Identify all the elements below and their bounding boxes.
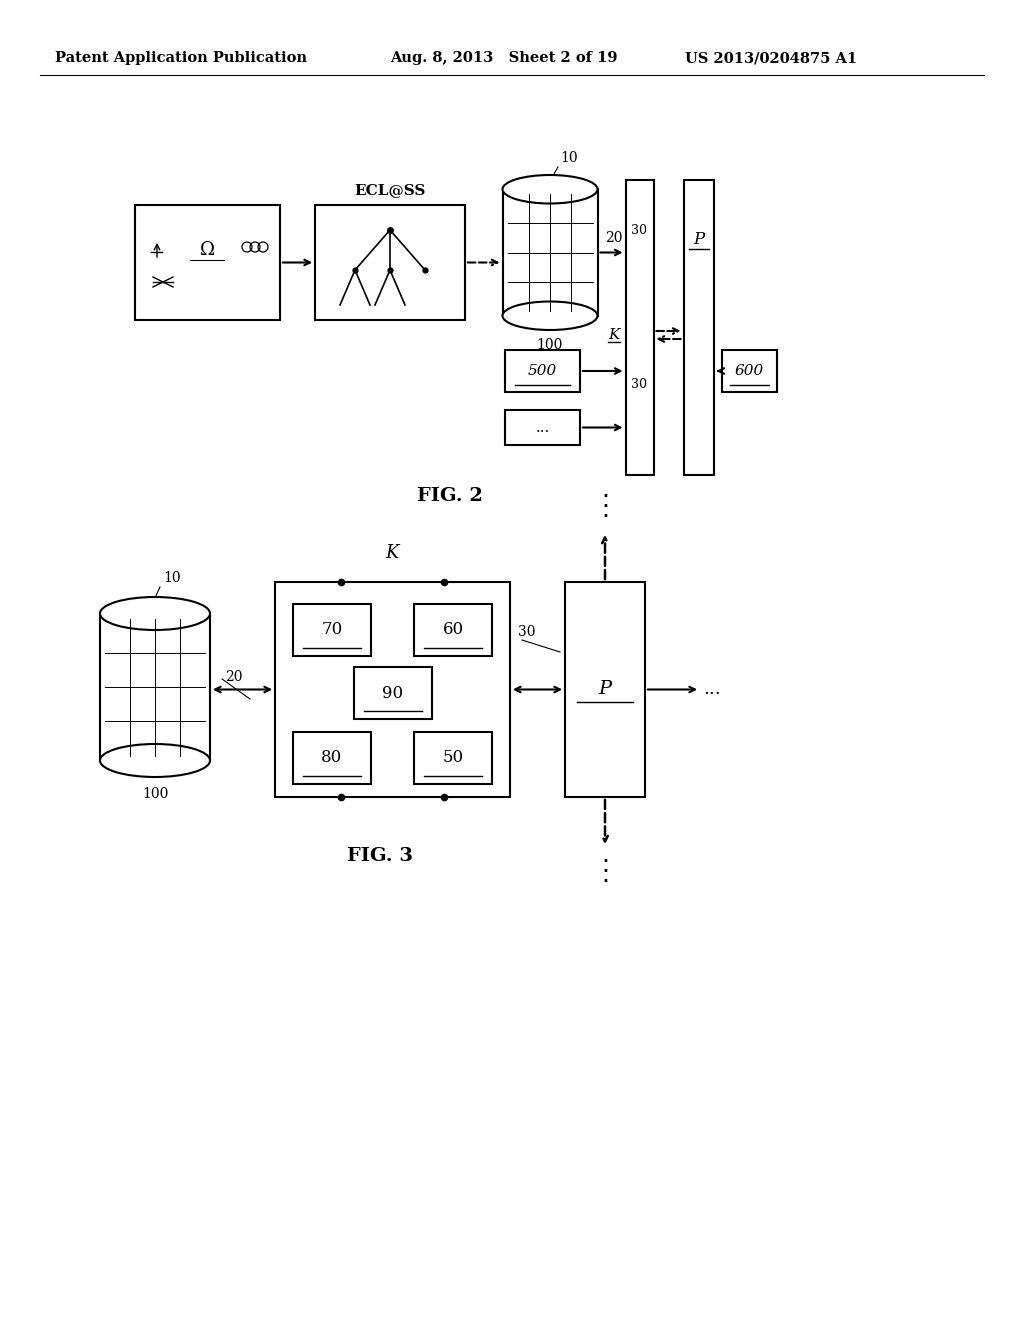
- Text: ·: ·: [601, 870, 609, 894]
- Text: 100: 100: [537, 338, 563, 352]
- Text: 10: 10: [560, 150, 578, 165]
- Bar: [100, 614, 210, 760]
- Bar: [135, 205, 280, 319]
- Bar: [503, 189, 597, 315]
- Text: 50: 50: [442, 750, 464, 767]
- Text: 20: 20: [225, 671, 243, 684]
- Text: 100: 100: [141, 787, 168, 801]
- Text: P: P: [598, 681, 611, 698]
- Text: ·: ·: [601, 495, 609, 519]
- Ellipse shape: [100, 744, 210, 777]
- Ellipse shape: [503, 301, 597, 330]
- Bar: [414, 605, 492, 656]
- Text: 20: 20: [605, 231, 623, 244]
- Text: ·: ·: [601, 850, 609, 874]
- Text: K: K: [608, 327, 620, 342]
- Text: 90: 90: [382, 685, 403, 701]
- Text: 600: 600: [734, 364, 764, 378]
- Ellipse shape: [503, 176, 597, 203]
- Bar: [505, 411, 580, 445]
- Bar: [626, 180, 653, 475]
- Bar: [565, 582, 645, 797]
- Bar: [722, 350, 776, 392]
- Text: 30: 30: [632, 223, 647, 236]
- Text: ...: ...: [703, 681, 721, 698]
- Text: 30: 30: [518, 624, 536, 639]
- Text: Patent Application Publication: Patent Application Publication: [55, 51, 307, 65]
- Text: ECL@SS: ECL@SS: [354, 183, 426, 197]
- Bar: [275, 582, 510, 797]
- Text: 80: 80: [322, 750, 343, 767]
- Text: FIG. 3: FIG. 3: [347, 847, 413, 865]
- Ellipse shape: [100, 597, 210, 630]
- Text: Ω: Ω: [200, 242, 214, 259]
- Text: 500: 500: [528, 364, 557, 378]
- Text: 70: 70: [322, 622, 343, 639]
- Text: FIG. 2: FIG. 2: [417, 487, 483, 506]
- Bar: [414, 733, 492, 784]
- Bar: [315, 205, 465, 319]
- Text: US 2013/0204875 A1: US 2013/0204875 A1: [685, 51, 857, 65]
- Bar: [293, 733, 371, 784]
- Text: 10: 10: [163, 572, 180, 585]
- Text: ·: ·: [601, 861, 609, 884]
- Text: K: K: [386, 544, 399, 562]
- Text: P: P: [693, 231, 705, 248]
- Bar: [353, 667, 431, 719]
- Text: 30: 30: [632, 379, 647, 392]
- Bar: [683, 180, 714, 475]
- Text: ...: ...: [536, 421, 550, 434]
- Text: 60: 60: [442, 622, 464, 639]
- Bar: [293, 605, 371, 656]
- Text: ·: ·: [601, 506, 609, 529]
- Bar: [505, 350, 580, 392]
- Text: ·: ·: [601, 484, 609, 510]
- Text: Aug. 8, 2013   Sheet 2 of 19: Aug. 8, 2013 Sheet 2 of 19: [390, 51, 617, 65]
